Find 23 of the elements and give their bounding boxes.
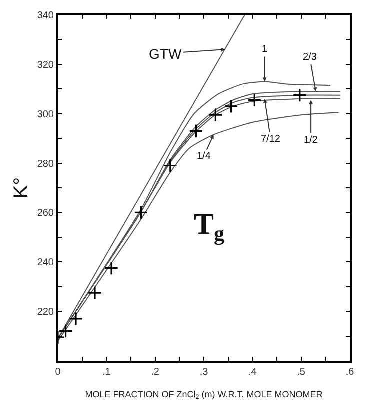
annotation: 7/12: [261, 134, 281, 145]
y-tick-label: 260: [37, 208, 54, 220]
y-tick-label: 320: [37, 60, 54, 71]
annotation: 1/2: [304, 135, 318, 146]
x-tick-label: .6: [346, 367, 355, 378]
x-axis-title: MOLE FRACTION OF ZnCl$_{2}$ (m) W.R.T. MOLE MONOMER: [85, 389, 324, 402]
annotation: GTW: [149, 46, 182, 62]
annotation: 1/4: [197, 151, 212, 162]
annotation: 1: [262, 44, 268, 55]
x-tick-label: .1: [102, 367, 112, 378]
x-tick-label: .4: [248, 367, 258, 378]
x-tick-label: 0: [55, 367, 62, 378]
annotation: 2/3: [303, 52, 318, 63]
y-tick-label: 240: [37, 258, 54, 269]
y-tick-label: 280: [37, 158, 54, 170]
x-tick-label: .5: [297, 367, 306, 378]
y-tick-label: 300: [37, 109, 54, 120]
y-tick-label: 220: [37, 307, 54, 318]
y-tick-label: 340: [37, 10, 54, 22]
x-tick-label: .3: [200, 367, 209, 378]
y-axis-title: K°: [10, 177, 32, 199]
x-tick-label: .2: [151, 367, 160, 378]
annotation: T$_{g}$: [194, 208, 226, 246]
